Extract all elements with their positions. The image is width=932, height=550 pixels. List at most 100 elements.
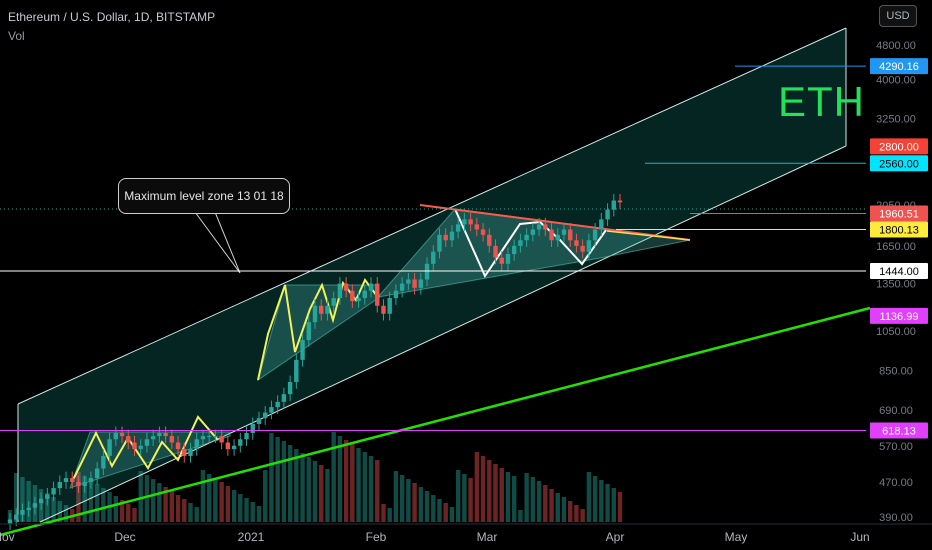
price-tag-label: 2560.00 xyxy=(879,158,919,170)
volume-bar xyxy=(480,456,486,522)
y-tick-label: 3250.00 xyxy=(876,113,916,125)
volume-bar xyxy=(406,479,411,522)
volume-bar xyxy=(412,483,417,522)
callout-note: Maximum level zone 13 01 18 xyxy=(118,178,290,214)
volume-bar xyxy=(356,448,361,522)
volume-bar xyxy=(194,507,199,522)
candle xyxy=(468,219,473,225)
candle xyxy=(487,234,492,246)
candle xyxy=(530,229,536,235)
candle xyxy=(580,245,585,252)
candle xyxy=(132,442,137,450)
volume-bar xyxy=(381,504,386,522)
volume-bar xyxy=(63,505,69,522)
volume-bar xyxy=(431,495,436,522)
price-tag xyxy=(870,262,928,279)
volume-bar xyxy=(487,460,492,522)
candle xyxy=(63,478,69,483)
price-tag xyxy=(870,205,928,222)
candle xyxy=(138,445,143,450)
candle xyxy=(592,229,598,241)
candle xyxy=(188,449,193,456)
candle xyxy=(38,498,44,504)
price-tag xyxy=(870,155,928,172)
channel-fill xyxy=(18,28,846,522)
candle xyxy=(250,423,255,433)
candle xyxy=(213,436,218,438)
candle xyxy=(169,436,175,443)
candle xyxy=(568,229,573,241)
candle xyxy=(26,507,31,511)
volume-bar xyxy=(188,503,193,522)
candle xyxy=(94,468,100,479)
volume-bar xyxy=(94,484,100,522)
volume-bar xyxy=(206,474,212,522)
candle xyxy=(387,298,392,314)
candle xyxy=(431,251,436,264)
volume-bar xyxy=(536,481,542,522)
currency-button[interactable]: USD xyxy=(879,5,917,27)
y-tick-label: 570.00 xyxy=(879,441,913,453)
volume-bar xyxy=(138,471,143,522)
candle xyxy=(406,279,411,284)
candle xyxy=(462,219,467,225)
candle xyxy=(225,442,231,450)
volume-bar xyxy=(200,470,206,522)
volume-bar xyxy=(300,453,305,522)
candle xyxy=(275,401,280,408)
volume-bar xyxy=(182,499,187,522)
volume-bar xyxy=(101,488,106,522)
callout-pointer xyxy=(194,211,241,274)
candle xyxy=(325,305,330,314)
x-tick-label: Dec xyxy=(114,530,135,544)
volume-bar xyxy=(57,501,62,522)
candles xyxy=(7,194,623,531)
volume-bar xyxy=(175,495,181,522)
y-tick-label: 4800.00 xyxy=(876,40,916,52)
candle xyxy=(424,263,430,280)
candle xyxy=(543,224,548,230)
volume-bar xyxy=(150,479,156,522)
resistance-line xyxy=(419,204,691,241)
volume-bar xyxy=(474,452,480,522)
volume-bar xyxy=(306,457,311,522)
symbol-title: Ethereum / U.S. Dollar, 1D, BITSTAMP xyxy=(8,10,216,24)
candle xyxy=(474,224,480,230)
volume-bar xyxy=(213,478,218,522)
candle xyxy=(269,407,274,413)
volume-bar xyxy=(337,436,343,522)
volume-bar xyxy=(399,475,405,522)
volume-bar xyxy=(132,508,137,522)
price-tag xyxy=(870,221,928,238)
candle xyxy=(319,305,324,314)
x-tick-label: Feb xyxy=(366,530,387,544)
volume-bars xyxy=(7,432,623,522)
candle xyxy=(362,290,367,299)
candle xyxy=(107,439,112,456)
volume-indicator-label[interactable]: Vol xyxy=(8,29,25,43)
candle xyxy=(337,283,343,299)
y-tick-label: 1350.00 xyxy=(876,279,916,291)
candle xyxy=(368,283,374,291)
volume-bar xyxy=(119,500,125,522)
volume-bar xyxy=(393,471,399,522)
volume-bar xyxy=(549,489,554,522)
candle xyxy=(536,224,542,230)
volume-bar xyxy=(113,496,119,522)
volume-bar xyxy=(312,461,318,522)
price-tag-label: 618.13 xyxy=(882,426,916,438)
volume-bar xyxy=(269,433,274,522)
candle xyxy=(312,305,318,323)
x-tick-label: Mar xyxy=(477,530,498,544)
candle xyxy=(375,283,380,306)
price-tag xyxy=(870,58,928,75)
price-tag xyxy=(870,307,928,324)
volume-bar xyxy=(163,487,168,522)
y-tick-label: 850.00 xyxy=(879,366,913,378)
candle xyxy=(617,200,623,203)
x-tick-label: 2021 xyxy=(238,530,265,544)
volume-bar xyxy=(387,508,392,522)
volume-bar xyxy=(592,476,598,522)
candle xyxy=(350,290,355,302)
